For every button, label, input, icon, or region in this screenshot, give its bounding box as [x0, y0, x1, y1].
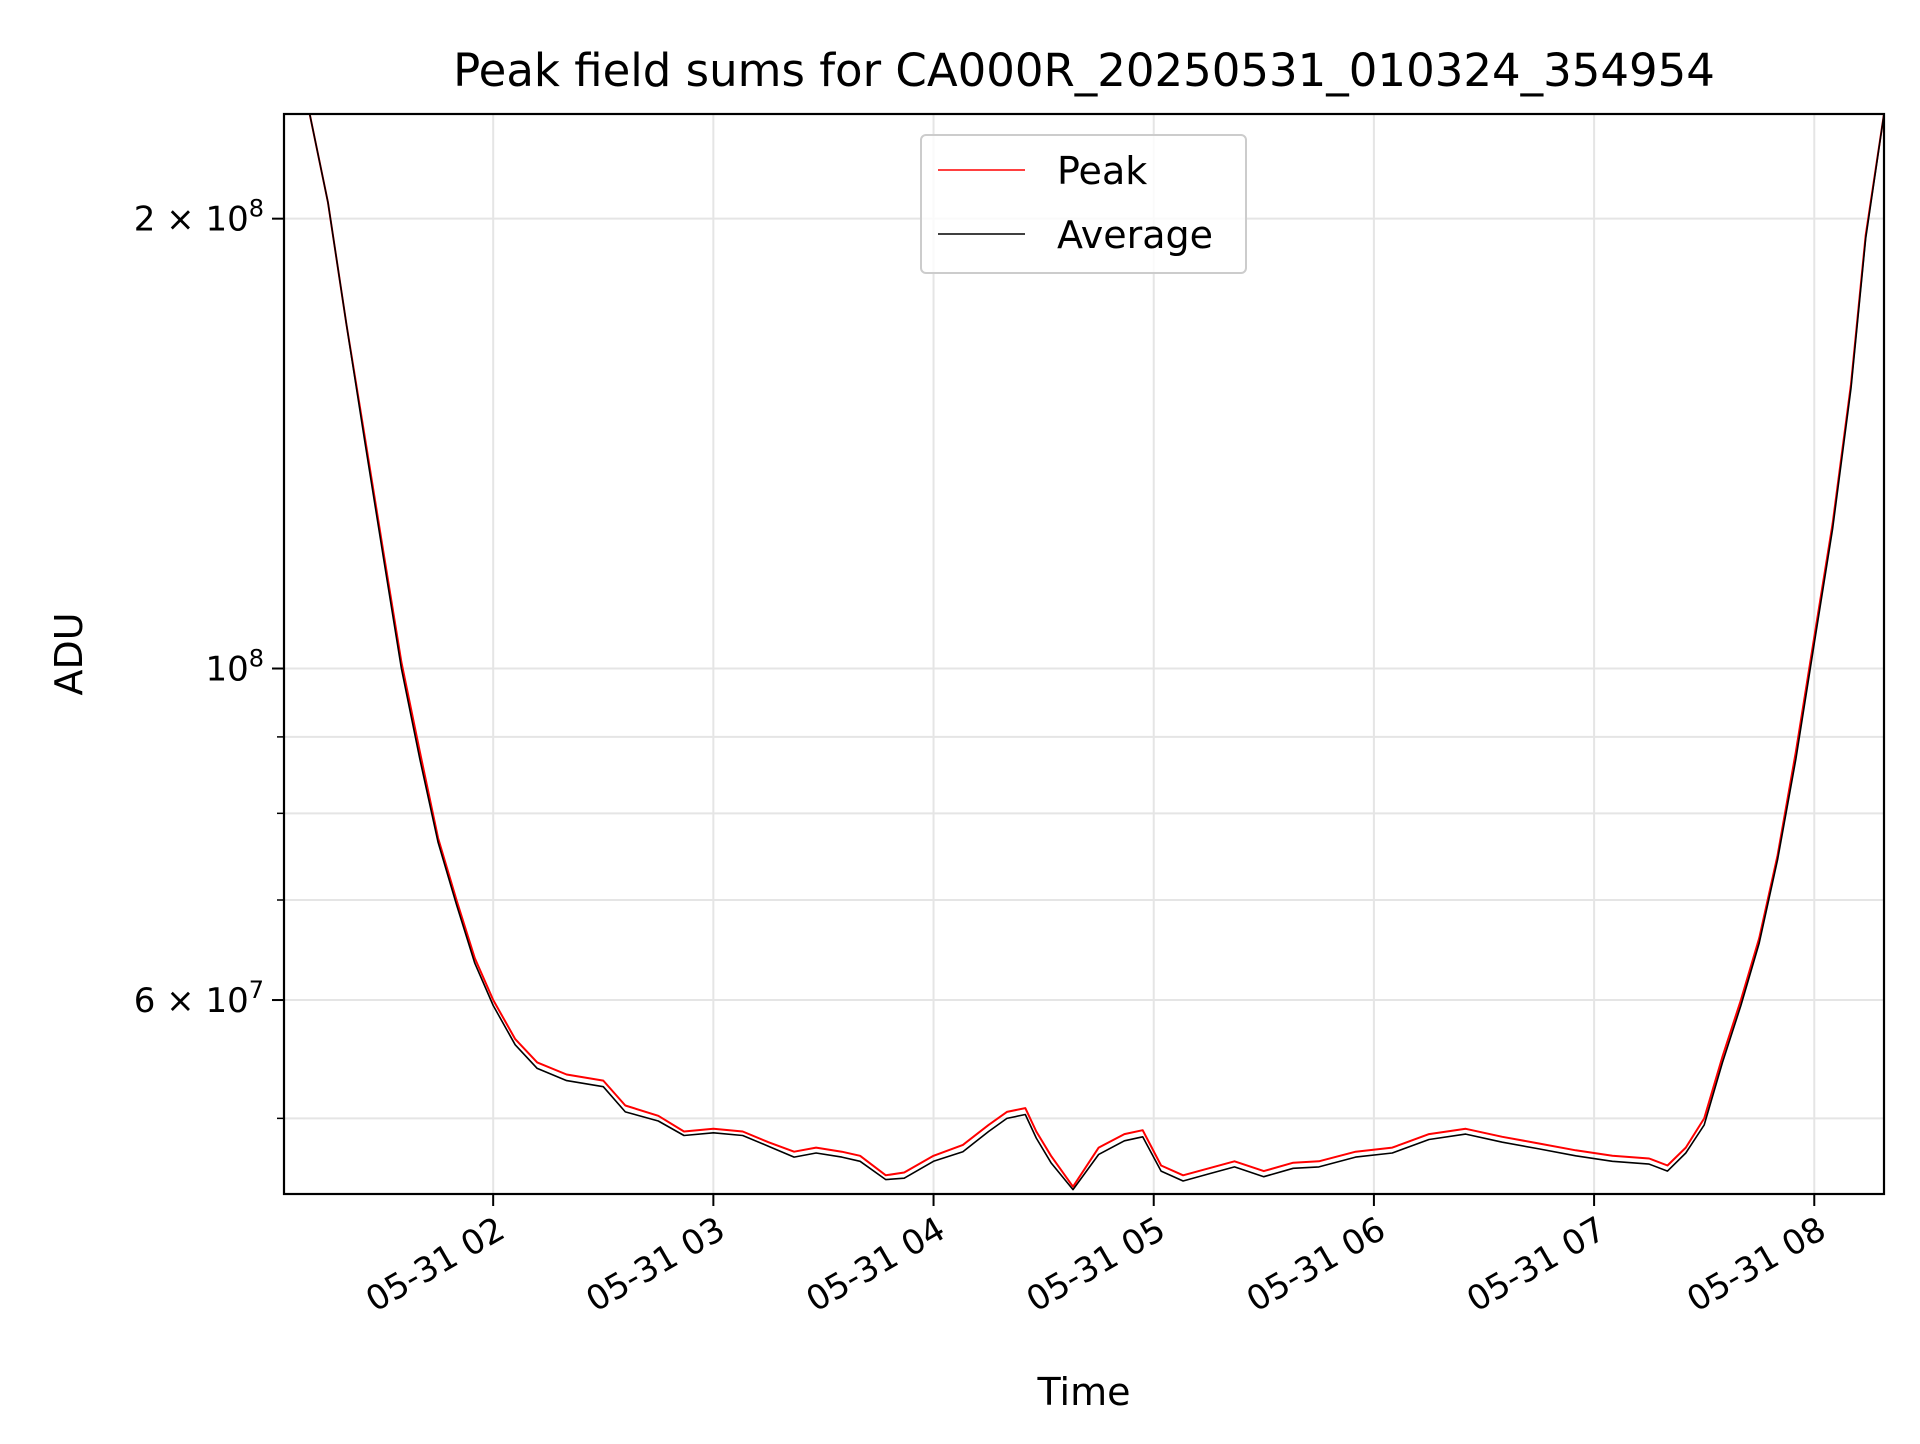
legend: Peak Average [920, 134, 1247, 274]
y-axis-label: ADU [47, 612, 91, 695]
y-tick-base: 6 × 10 [134, 981, 249, 1021]
legend-label-average: Average [1057, 213, 1213, 257]
grid-layer [284, 114, 1884, 1194]
y-tick-label: 108 [205, 645, 264, 690]
y-tick-base: 2 × 10 [134, 200, 249, 240]
series-line-peak [284, 113, 1885, 1188]
y-tick-base: 10 [205, 650, 248, 690]
y-tick-exponent: 7 [249, 976, 264, 1004]
x-axis-label: Time [1037, 1370, 1131, 1414]
y-tick-exponent: 8 [249, 195, 264, 223]
y-tick-exponent: 8 [249, 645, 264, 673]
plot-frame [282, 112, 1886, 1196]
y-tick-label: 2 × 108 [134, 195, 264, 240]
chart-title: Peak field sums for CA000R_20250531_0103… [453, 44, 1715, 97]
series-layer [284, 113, 1885, 1191]
legend-label-peak: Peak [1057, 149, 1147, 193]
series-line-average [284, 113, 1885, 1191]
y-tick-label: 6 × 107 [134, 976, 264, 1021]
